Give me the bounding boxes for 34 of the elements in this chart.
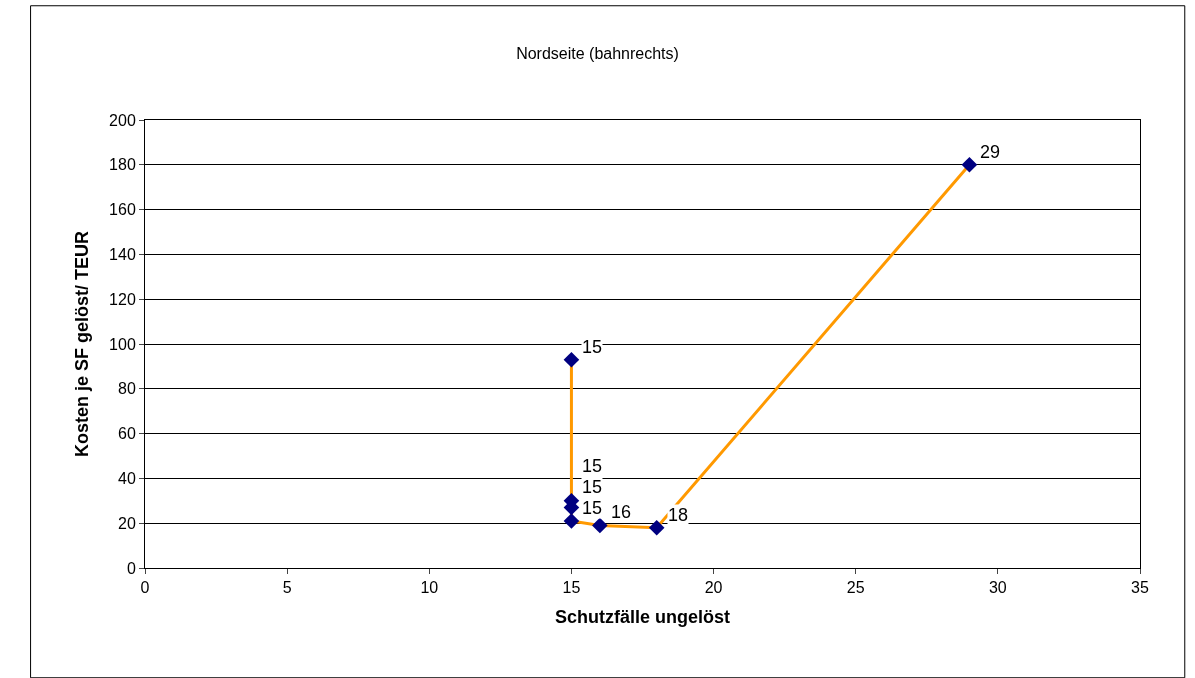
point [648,519,665,536]
y-tick-label: 0 [126,559,136,577]
y-tick-label: 60 [118,425,136,443]
x-tick-label: 25 [846,579,865,597]
chart-title: Nordseite (bahnrechts) [516,44,679,62]
annotation: 15 [582,456,603,476]
y-tick-label: 20 [118,514,136,532]
x-tick-label: 5 [282,579,292,597]
x-tick-label: 15 [562,579,581,597]
annotation: 16 [611,502,632,522]
y-tick-label: 40 [118,470,136,487]
point [563,513,580,529]
y-axis-title: Kosten je SF gelöst/ TEUR [72,230,93,458]
y-tick-label: 180 [109,156,136,174]
x-tick-label: 0 [140,579,150,597]
y-tick-label: 160 [109,201,136,219]
point [592,517,608,534]
x-tick-label: 30 [988,579,1007,597]
annotation: 15 [582,477,603,497]
annotation: 18 [668,505,689,525]
point [961,157,978,173]
annotation: 15 [582,498,603,518]
x-tick-label: 10 [420,579,439,597]
y-tick-label: 200 [109,111,136,129]
x-tick-label: 20 [704,579,723,597]
y-tick-label: 140 [109,246,136,263]
y-tick-label: 120 [109,290,136,308]
x-axis-title: Schutzfälle ungelöst [554,607,731,628]
x-tick-label: 35 [1131,579,1149,597]
annotation: 29 [980,142,1001,162]
point [563,351,580,368]
y-tick-label: 100 [109,335,136,353]
y-tick-label: 80 [118,380,136,398]
annotation: 15 [582,337,603,357]
